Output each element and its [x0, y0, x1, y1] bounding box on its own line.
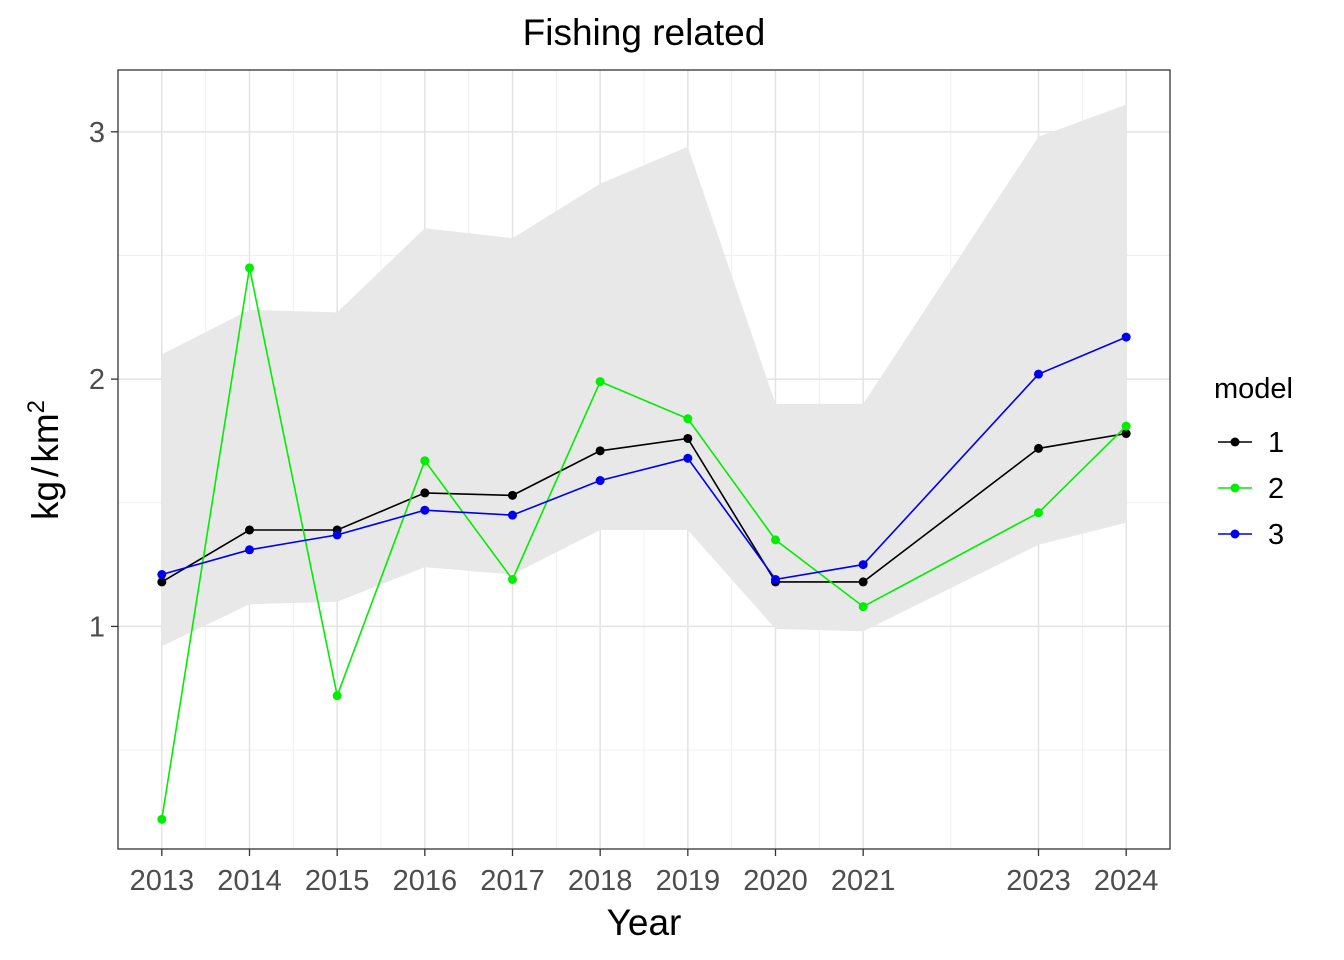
point-series-2-2017 [508, 574, 517, 584]
point-series-1-2023 [1034, 443, 1043, 453]
x-tick-label: 2023 [1006, 865, 1071, 897]
panel-border [117, 69, 1171, 850]
point-series-1-2016 [420, 488, 430, 498]
point-series-1-2014 [245, 525, 254, 535]
point-series-2-2018 [595, 377, 605, 387]
point-series-2-2013 [157, 814, 167, 824]
x-tick-label: 2021 [831, 865, 896, 897]
point-series-3-2023 [1034, 369, 1043, 379]
legend-label-2: 2 [1268, 473, 1284, 505]
legend: model 1 2 3 [1214, 373, 1293, 551]
legend-key-point-2 [1230, 483, 1240, 493]
y-axis-title-sep: / [25, 466, 66, 477]
point-series-2-2014 [245, 263, 254, 273]
y-axis-title-exponent: 2 [23, 400, 50, 413]
point-series-3-2020 [771, 574, 780, 584]
y-tick-label: 2 [89, 364, 105, 396]
x-tick-label: 2016 [393, 865, 458, 897]
point-series-2-2016 [420, 456, 430, 466]
point-series-1-2021 [858, 577, 868, 587]
point-series-2-2023 [1034, 508, 1043, 518]
point-series-3-2013 [157, 569, 167, 579]
legend-key-point-3 [1230, 529, 1240, 539]
point-series-3-2024 [1121, 332, 1131, 342]
x-tick-label: 2020 [743, 865, 808, 897]
point-series-3-2021 [858, 560, 868, 570]
point-series-1-2024 [1121, 429, 1131, 439]
point-series-2-2020 [771, 535, 780, 545]
y-axis-title-unit: km [25, 413, 66, 462]
plot-area [117, 69, 1171, 850]
x-tick-label: 2015 [305, 865, 370, 897]
x-tick-label: 2014 [217, 865, 282, 897]
point-series-3-2017 [508, 510, 517, 520]
point-series-1-2017 [508, 490, 517, 500]
series-points [157, 263, 1131, 824]
y-axis-title-base: kg [25, 481, 66, 520]
chart-title: Fishing related [523, 12, 766, 53]
point-series-1-2013 [157, 577, 167, 587]
legend-key-point-1 [1230, 437, 1240, 447]
point-series-2-2015 [332, 691, 342, 701]
y-tick-label: 3 [89, 117, 105, 149]
y-axis-title: kg / km2 [23, 400, 66, 520]
x-tick-label: 2018 [568, 865, 633, 897]
point-series-3-2014 [245, 545, 254, 555]
point-series-3-2018 [595, 476, 605, 486]
point-series-3-2019 [683, 453, 693, 463]
x-axis-title: Year [607, 902, 682, 943]
point-series-1-2019 [683, 433, 693, 443]
legend-title: model [1214, 373, 1293, 405]
x-tick-label: 2017 [480, 865, 545, 897]
x-axis: 2013 2014 2015 2016 2017 2018 2019 2020 2021 2023… [130, 849, 1159, 897]
y-tick-label: 1 [89, 611, 105, 643]
point-series-1-2018 [595, 446, 605, 456]
point-series-3-2016 [420, 505, 430, 515]
x-tick-label: 2013 [130, 865, 195, 897]
point-series-2-2021 [858, 602, 868, 612]
y-axis: 1 2 3 [89, 117, 118, 643]
legend-label-1: 1 [1268, 427, 1284, 459]
point-series-2-2019 [683, 414, 693, 424]
confidence-band [161, 104, 1127, 647]
point-series-3-2015 [332, 530, 342, 540]
x-tick-label: 2019 [656, 865, 721, 897]
x-tick-label: 2024 [1094, 865, 1159, 897]
legend-label-3: 3 [1268, 519, 1284, 551]
point-series-2-2024 [1121, 421, 1131, 431]
